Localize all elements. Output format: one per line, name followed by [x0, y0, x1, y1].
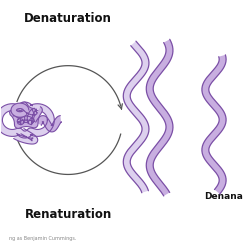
Text: Renaturation: Renaturation — [24, 208, 112, 220]
Polygon shape — [146, 39, 173, 196]
Polygon shape — [202, 55, 226, 194]
Text: Denaturation: Denaturation — [24, 12, 112, 25]
Polygon shape — [36, 116, 62, 132]
Polygon shape — [11, 103, 29, 117]
Polygon shape — [10, 102, 42, 128]
Text: Denana: Denana — [204, 192, 243, 201]
Text: ng as Benjamin Cummings.: ng as Benjamin Cummings. — [9, 236, 76, 241]
Polygon shape — [0, 102, 54, 138]
Polygon shape — [14, 128, 38, 144]
Polygon shape — [123, 41, 149, 193]
